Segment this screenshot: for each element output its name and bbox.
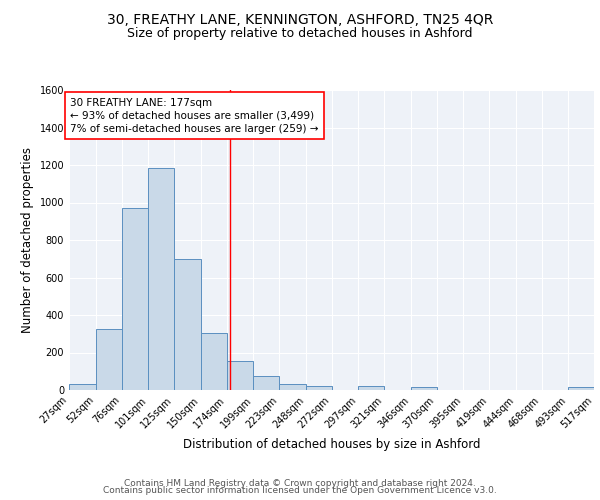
Text: Contains HM Land Registry data © Crown copyright and database right 2024.: Contains HM Land Registry data © Crown c…: [124, 478, 476, 488]
Bar: [174, 259, 201, 390]
Bar: [411, 387, 437, 390]
Bar: [69, 384, 96, 390]
Bar: [253, 376, 279, 390]
Text: Size of property relative to detached houses in Ashford: Size of property relative to detached ho…: [127, 28, 473, 40]
Y-axis label: Number of detached properties: Number of detached properties: [21, 147, 34, 333]
Bar: [201, 333, 227, 390]
Text: 30 FREATHY LANE: 177sqm
← 93% of detached houses are smaller (3,499)
7% of semi-: 30 FREATHY LANE: 177sqm ← 93% of detache…: [70, 98, 319, 134]
Bar: [227, 361, 253, 390]
Bar: [122, 208, 148, 390]
X-axis label: Distribution of detached houses by size in Ashford: Distribution of detached houses by size …: [183, 438, 480, 451]
Bar: [358, 386, 384, 390]
Bar: [96, 329, 122, 390]
Bar: [306, 386, 332, 390]
Text: Contains public sector information licensed under the Open Government Licence v3: Contains public sector information licen…: [103, 486, 497, 495]
Bar: [148, 168, 174, 390]
Bar: [568, 387, 594, 390]
Text: 30, FREATHY LANE, KENNINGTON, ASHFORD, TN25 4QR: 30, FREATHY LANE, KENNINGTON, ASHFORD, T…: [107, 12, 493, 26]
Bar: [279, 384, 306, 390]
